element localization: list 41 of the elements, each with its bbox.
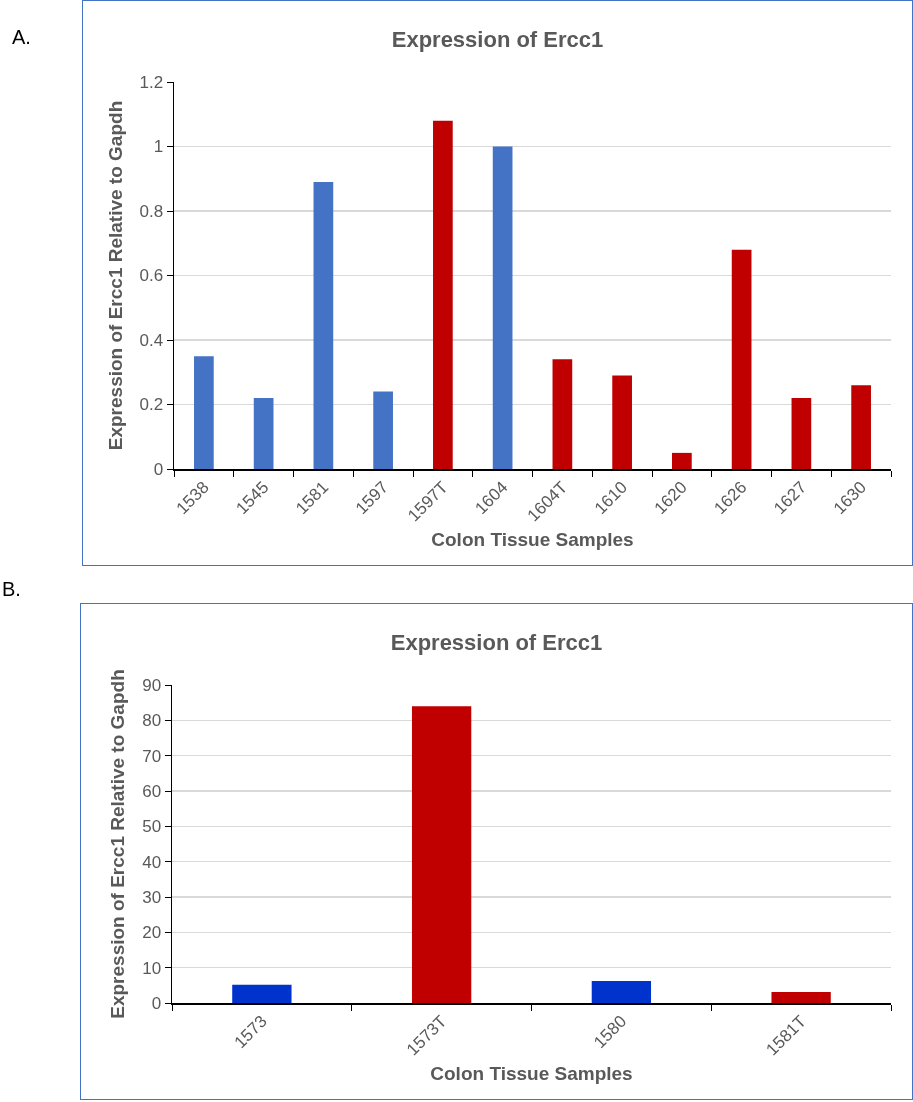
x-axis-title: Colon Tissue Samples bbox=[431, 528, 634, 550]
bar bbox=[672, 452, 692, 469]
y-tick-label: 50 bbox=[142, 817, 162, 837]
bar bbox=[731, 249, 752, 469]
y-tick-label: 0.8 bbox=[139, 201, 164, 221]
bar bbox=[232, 984, 292, 1003]
bar bbox=[492, 146, 513, 469]
bar bbox=[552, 359, 573, 469]
y-tick-label: 10 bbox=[142, 958, 162, 978]
y-tick-label: 0.2 bbox=[139, 395, 164, 415]
y-tick-label: 70 bbox=[142, 746, 162, 766]
bar bbox=[194, 356, 214, 469]
text: A. bbox=[12, 26, 31, 49]
y-tick-label: 0 bbox=[153, 459, 164, 479]
y-tick-label: 80 bbox=[142, 711, 162, 731]
y-tick-label: 90 bbox=[142, 675, 162, 695]
y-axis-title: Expression of Ercc1 Relative to Gapdh bbox=[104, 100, 126, 451]
bar bbox=[612, 375, 632, 469]
y-tick-label: 40 bbox=[142, 852, 162, 872]
bar bbox=[373, 391, 393, 469]
y-tick-label: 1.2 bbox=[139, 72, 164, 92]
bar bbox=[771, 992, 831, 1003]
chart-title: Expression of Ercc1 bbox=[391, 27, 604, 53]
y-tick-label: 60 bbox=[142, 781, 162, 801]
y-tick-label: 0.6 bbox=[139, 266, 164, 286]
bar bbox=[851, 385, 871, 469]
bar bbox=[791, 398, 812, 469]
y-tick-label: 30 bbox=[142, 887, 162, 907]
bar bbox=[313, 181, 334, 469]
y-tick-label: 0.4 bbox=[139, 330, 164, 350]
bar bbox=[411, 706, 472, 1003]
chart-title: Expression of Ercc1 bbox=[390, 630, 603, 656]
bar bbox=[433, 120, 453, 469]
bar bbox=[253, 398, 274, 469]
text: B. bbox=[2, 578, 21, 601]
y-tick-label: 1 bbox=[153, 137, 164, 157]
y-tick-label: 20 bbox=[142, 923, 162, 943]
x-axis-title: Colon Tissue Samples bbox=[430, 1062, 633, 1084]
bar bbox=[591, 981, 652, 1003]
y-tick-label: 0 bbox=[151, 993, 162, 1013]
y-axis-title: Expression of Ercc1 Relative to Gapdh bbox=[107, 669, 129, 1019]
